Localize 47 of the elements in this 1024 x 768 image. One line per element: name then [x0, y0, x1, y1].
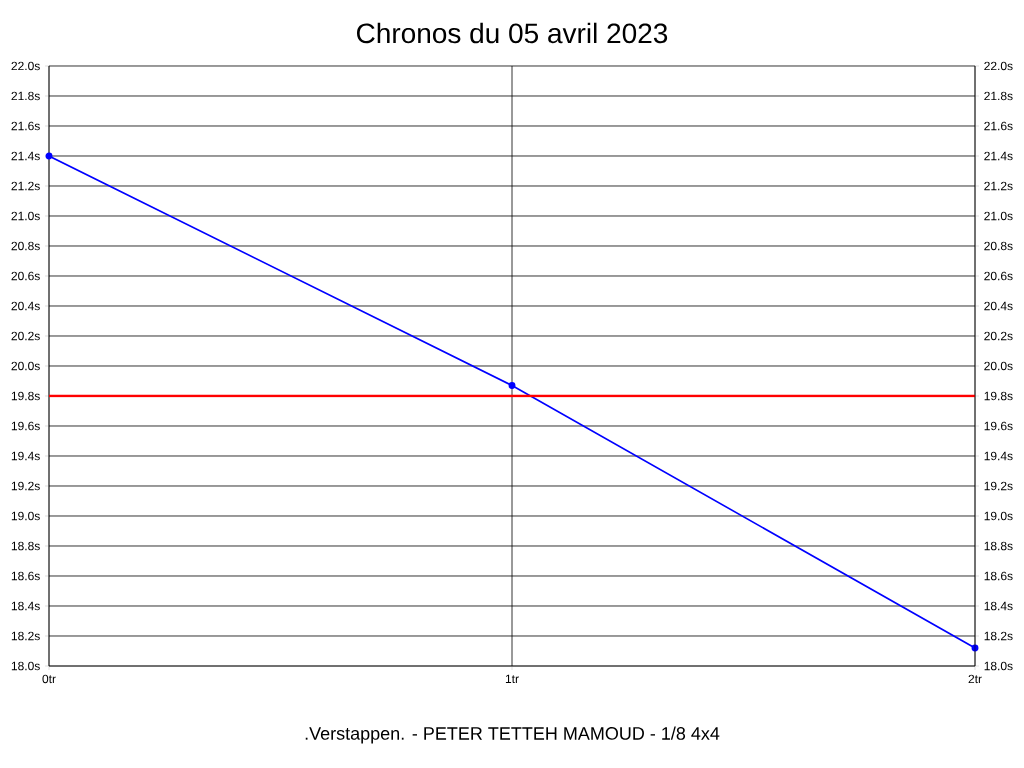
y2-tick-label: 19.8s — [984, 391, 1013, 401]
y-tick-label: 20.4s — [11, 301, 40, 311]
y2-tick-label: 21.4s — [984, 151, 1013, 161]
y2-tick-label: 21.2s — [984, 181, 1013, 191]
y2-tick-label: 21.8s — [984, 91, 1013, 101]
y2-tick-label: 21.6s — [984, 121, 1013, 131]
y2-tick-label: 20.6s — [984, 271, 1013, 281]
y-tick-label: 20.6s — [11, 271, 40, 281]
y2-tick-label: 19.6s — [984, 421, 1013, 431]
x-tick-label: 1tr — [505, 674, 519, 684]
y-tick-label: 18.8s — [11, 541, 40, 551]
y2-tick-label: 19.0s — [984, 511, 1013, 521]
y-tick-label: 19.6s — [11, 421, 40, 431]
y-tick-label: 19.0s — [11, 511, 40, 521]
chart-title: Chronos du 05 avril 2023 — [356, 22, 668, 44]
x-tick-label: 0tr — [42, 674, 56, 684]
y-tick-label: 18.4s — [11, 601, 40, 611]
y-tick-label: 20.2s — [11, 331, 40, 341]
y-tick-label: 18.6s — [11, 571, 40, 581]
y-tick-label: 19.4s — [11, 451, 40, 461]
y2-tick-label: 18.8s — [984, 541, 1013, 551]
y2-tick-label: 20.4s — [984, 301, 1013, 311]
text: .Verstappen. - PETER TETTEH MAMOUD - 1/8 4x4 — [305, 726, 720, 744]
y2-tick-label: 20.0s — [984, 361, 1013, 371]
y2-tick-label: 19.4s — [984, 451, 1013, 461]
y-tick-label: 21.6s — [11, 121, 40, 131]
y-tick-label: 18.2s — [11, 631, 40, 641]
y2-tick-label: 21.0s — [984, 211, 1013, 221]
y-tick-label: 21.0s — [11, 211, 40, 221]
y2-tick-label: 18.0s — [984, 661, 1013, 671]
y-tick-label: 18.0s — [11, 661, 40, 671]
y2-tick-label: 19.2s — [984, 481, 1013, 491]
y-tick-label: 20.8s — [11, 241, 40, 251]
y-tick-label: 21.4s — [11, 151, 40, 161]
y-tick-label: 21.2s — [11, 181, 40, 191]
y2-tick-label: 18.6s — [984, 571, 1013, 581]
y-tick-label: 21.8s — [11, 91, 40, 101]
y-tick-label: 20.0s — [11, 361, 40, 371]
y2-tick-label: 20.2s — [984, 331, 1013, 341]
y2-tick-label: 22.0s — [984, 61, 1013, 71]
y2-tick-label: 20.8s — [984, 241, 1013, 251]
y2-tick-label: 18.4s — [984, 601, 1013, 611]
y-tick-label: 19.8s — [11, 391, 40, 401]
y-tick-label: 22.0s — [11, 61, 40, 71]
y-tick-label: 19.2s — [11, 481, 40, 491]
y2-tick-label: 18.2s — [984, 631, 1013, 641]
x-tick-label: 2tr — [968, 674, 982, 684]
